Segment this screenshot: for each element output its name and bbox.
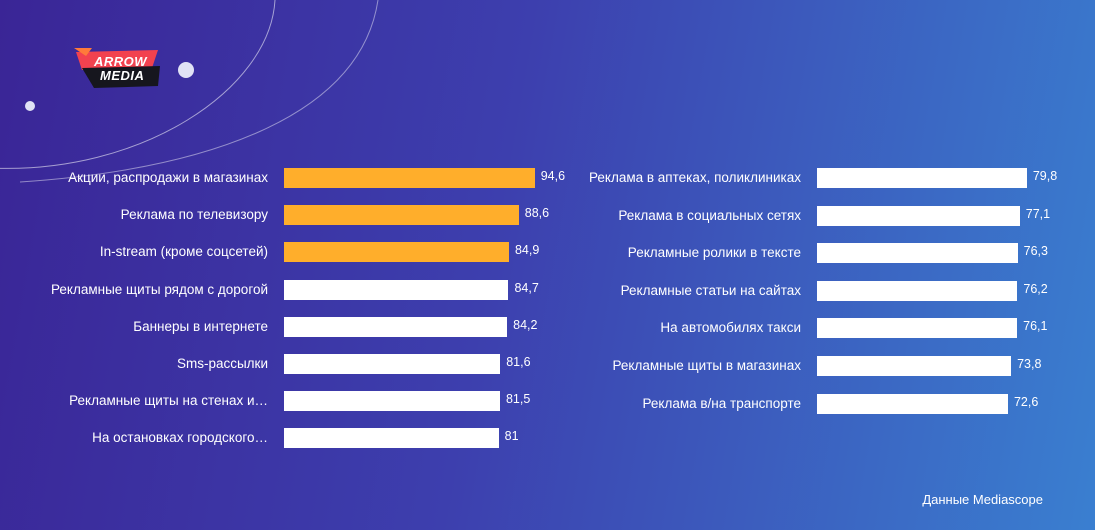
bar: [817, 356, 1012, 376]
value-label: 73,8: [1017, 357, 1042, 371]
value-label: 81,5: [505, 392, 531, 407]
value-label: 76,1: [1023, 319, 1048, 334]
category-label: На автомобилях такси: [660, 320, 801, 336]
category-label: Рекламные статьи на сайтах: [620, 282, 801, 298]
bar: [284, 242, 509, 263]
category-label: Рекламные щиты в магазинах: [612, 358, 802, 373]
bar: [284, 316, 508, 337]
value-label: 84,2: [513, 317, 538, 332]
bar: [284, 279, 509, 300]
category-label: Sms-рассылки: [176, 356, 268, 371]
bar: [817, 393, 1008, 414]
value-label: 76,3: [1023, 244, 1048, 259]
brand-logo: ARROW MEDIA: [74, 46, 166, 92]
bar: [817, 205, 1020, 226]
category-label: Акции, распродажи в магазинах: [68, 170, 268, 185]
category-label: Реклама по телевизору: [120, 207, 268, 223]
value-label: 81: [504, 429, 519, 444]
value-label: 76,2: [1023, 281, 1048, 296]
decor-dot-large: [178, 62, 194, 78]
logo-line1: ARROW: [94, 54, 148, 69]
value-label: 77,1: [1025, 206, 1051, 221]
value-label: 88,6: [524, 206, 550, 221]
value-label: 81,6: [506, 355, 531, 369]
bar: [284, 391, 500, 412]
source-note: Данные Mediascope: [922, 492, 1043, 507]
bar: [284, 354, 501, 374]
bar: [817, 280, 1018, 301]
bar: [284, 168, 535, 188]
value-label: 84,9: [514, 243, 540, 258]
bar: [284, 428, 499, 449]
value-label: 84,7: [514, 280, 539, 295]
category-label: Реклама в аптеках, поликлиниках: [588, 170, 801, 185]
category-label: На остановках городского…: [92, 430, 268, 446]
bar: [817, 318, 1018, 339]
category-label: Реклама в/на транспорте: [642, 395, 801, 411]
category-label: In-stream (кроме соцсетей): [99, 244, 268, 260]
value-label: 79,8: [1032, 169, 1058, 183]
decor-dot-small: [25, 101, 35, 111]
category-label: Реклама в социальных сетях: [618, 207, 801, 223]
bar: [817, 243, 1018, 264]
category-label: Рекламные ролики в тексте: [627, 245, 801, 261]
bar: [817, 168, 1027, 188]
category-label: Баннеры в интернете: [133, 318, 268, 334]
bar: [284, 205, 519, 226]
value-label: 72,6: [1013, 394, 1039, 409]
logo-line2: MEDIA: [100, 68, 145, 83]
category-label: Рекламные щиты рядом с дорогой: [50, 281, 268, 297]
value-label: 94,6: [540, 169, 566, 183]
logo-shape: [74, 48, 160, 88]
category-label: Рекламные щиты на стенах и…: [69, 393, 268, 409]
